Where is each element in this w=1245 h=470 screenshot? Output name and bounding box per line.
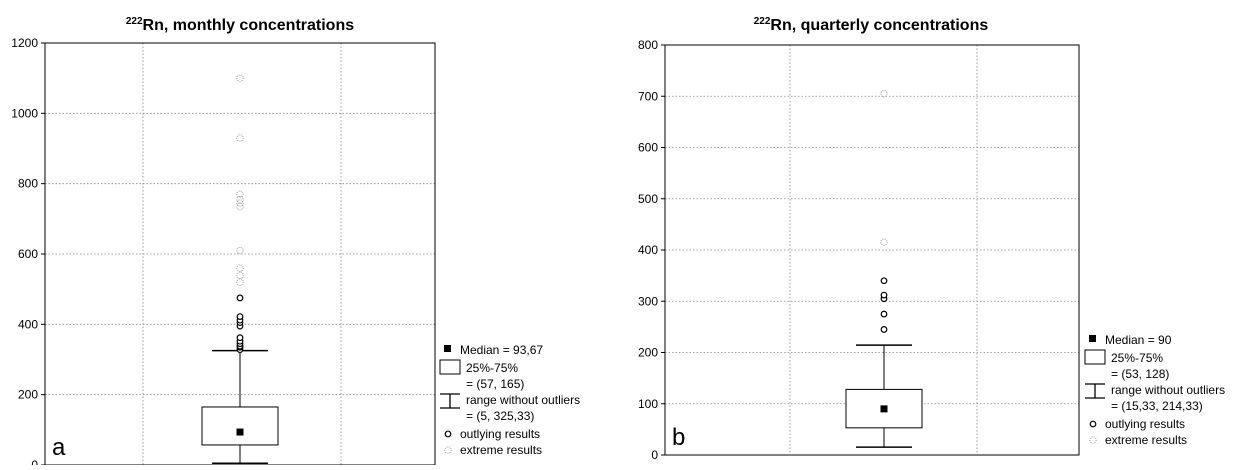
y-tick-label: 200: [18, 388, 38, 402]
extreme-point: [236, 195, 244, 204]
extreme-point: [236, 246, 244, 255]
legend-box-label: 25%-75%: [1111, 351, 1163, 365]
median-marker: [236, 428, 244, 436]
extreme-point: [236, 74, 244, 82]
legend-box-values: = (53, 128): [1111, 367, 1169, 381]
monthly-boxplot-svg: 222Rn, monthly concentrations 0 200 400 600 8…: [11, 16, 580, 470]
legend-outlier-label: outlying results: [1105, 417, 1185, 431]
legend-extreme-symbol: [444, 446, 452, 454]
outlier-point: [236, 313, 244, 320]
title-text: Rn, quarterly concentrations: [770, 17, 988, 34]
legend-extreme-symbol: [1089, 436, 1097, 444]
legend-median-label: Median = 90: [1105, 333, 1172, 347]
legend-range-values: = (5, 325,33): [466, 409, 534, 423]
legend-outlier-symbol: [1089, 420, 1097, 428]
chart-panel-quarterly: 222Rn, quarterly concentrations 0 100 200 30…: [622, 0, 1245, 465]
outlier-point: [880, 326, 888, 333]
legend-outlier-symbol: [444, 430, 452, 438]
y-tick-label: 1200: [11, 36, 38, 50]
extreme-point: [880, 89, 888, 98]
outlier-point: [880, 277, 888, 285]
legend-median-marker: [1089, 335, 1096, 342]
legend-box-label: 25%-75%: [466, 361, 518, 375]
legend-box-values: = (57, 165): [466, 377, 524, 391]
legend-extreme-label: extreme results: [1105, 433, 1187, 447]
outlier-point: [236, 334, 244, 342]
median-marker: [880, 405, 888, 413]
y-tick-label: 0: [31, 458, 38, 465]
legend-extreme-label: extreme results: [460, 443, 542, 457]
extreme-point: [236, 199, 244, 207]
extreme-point: [236, 271, 244, 279]
title-superscript: 222: [126, 16, 143, 27]
extreme-point: [236, 278, 244, 286]
panel-label: a: [52, 434, 66, 461]
outlier-point: [236, 294, 244, 302]
quarterly-boxplot-svg: 222Rn, quarterly concentrations 0 100 200 30…: [638, 16, 1225, 462]
legend-box-symbol: [439, 359, 461, 375]
y-tick-label: 200: [638, 346, 658, 360]
title-text: Rn, monthly concentrations: [143, 17, 355, 34]
y-tick-label: 600: [638, 141, 658, 155]
legend-box-symbol: [1084, 349, 1106, 365]
y-tick-label: 0: [651, 448, 658, 462]
legend-outlier-label: outlying results: [460, 427, 540, 441]
y-tick-label: 700: [638, 89, 658, 103]
y-tick-label: 500: [638, 192, 658, 206]
legend-range-values: = (15,33, 214,33): [1111, 399, 1203, 413]
legend-range-label: range without outliers: [1111, 383, 1225, 397]
chart-title: 222Rn, monthly concentrations: [126, 16, 354, 34]
panel-label: b: [672, 424, 685, 451]
legend-median-marker: [444, 345, 451, 352]
legend-median-label: Median = 93,67: [460, 343, 543, 357]
extreme-point: [880, 238, 888, 247]
extreme-point: [236, 134, 244, 142]
legend-range-label: range without outliers: [466, 393, 580, 407]
y-tick-label: 800: [18, 177, 38, 191]
iqr-box: [201, 406, 279, 446]
chart-title: 222Rn, quarterly concentrations: [754, 16, 989, 34]
outlier-point: [880, 291, 888, 299]
extreme-point: [236, 202, 244, 211]
outlier-point: [880, 310, 888, 318]
chart-panel-monthly: 222Rn, monthly concentrations 0 200 400 600 8…: [0, 0, 622, 470]
y-tick-label: 600: [18, 247, 38, 261]
title-superscript: 222: [754, 16, 771, 27]
y-tick-label: 100: [638, 397, 658, 411]
y-tick-label: 400: [18, 317, 38, 331]
y-tick-label: 300: [638, 294, 658, 308]
y-tick-label: 1000: [11, 106, 38, 120]
y-tick-label: 800: [638, 38, 658, 52]
extreme-point: [236, 264, 244, 272]
extreme-point: [236, 190, 244, 198]
y-tick-label: 400: [638, 243, 658, 257]
